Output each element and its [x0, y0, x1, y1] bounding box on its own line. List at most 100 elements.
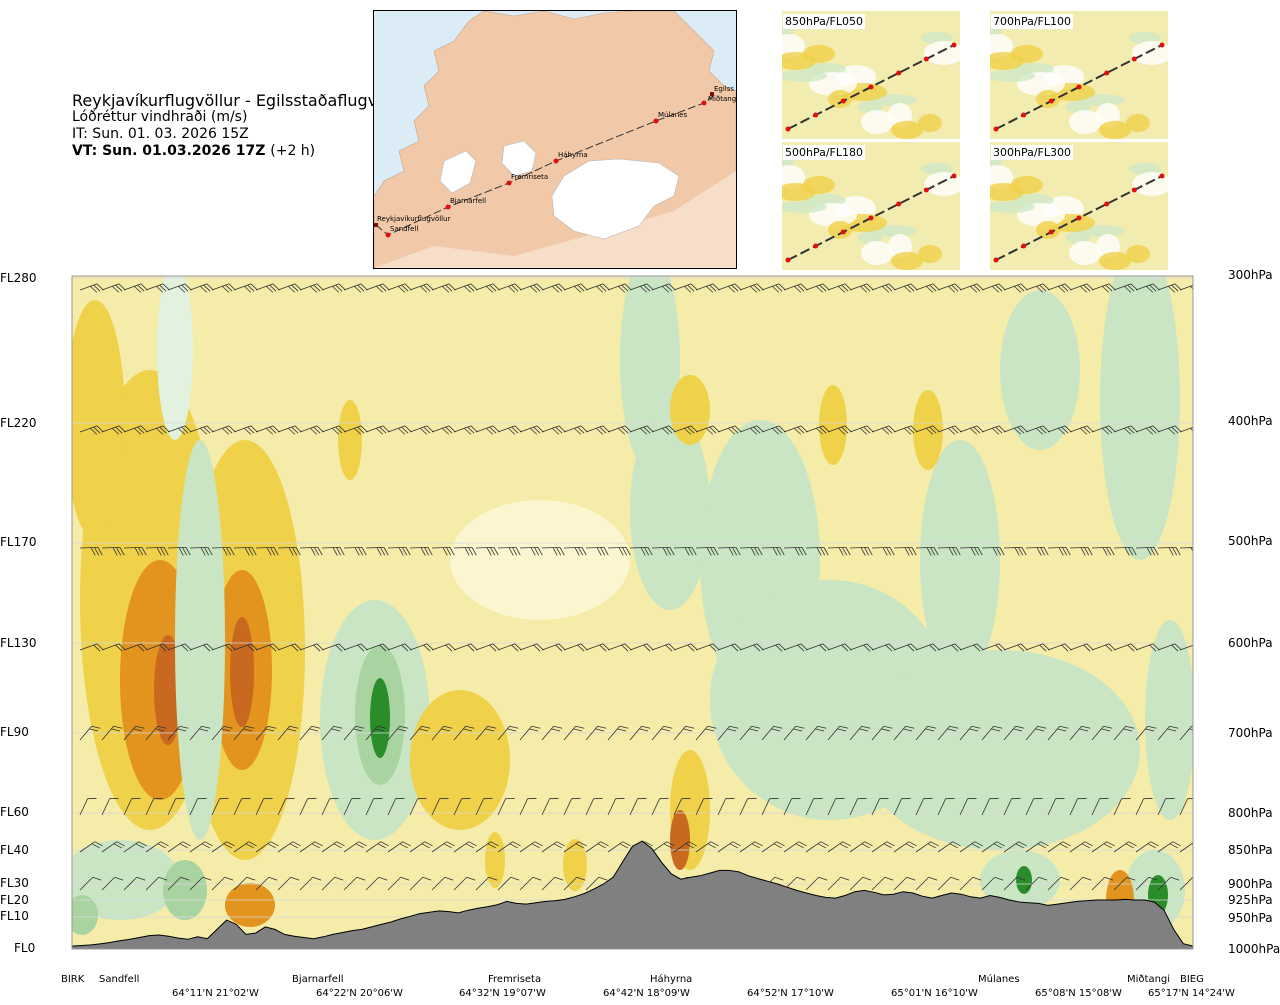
wind-barb-staff	[1025, 425, 1044, 433]
wind-barb-staff	[79, 546, 99, 549]
wind-barb-feather	[1015, 725, 1025, 729]
wind-barb-feather	[221, 728, 231, 732]
wind-barb	[1025, 283, 1050, 293]
wind-barb-feather	[844, 643, 852, 651]
wind-barb-feather	[797, 426, 805, 434]
wind-barb-feather	[226, 547, 232, 556]
wind-barb	[277, 876, 300, 891]
wind-barb	[1179, 876, 1193, 891]
wind-barb	[167, 841, 191, 853]
wind-barb-feather	[1016, 876, 1026, 881]
wind-barb-feather	[989, 798, 999, 800]
wind-barb	[651, 283, 676, 293]
wind-barb-feather	[1174, 425, 1182, 433]
wind-barb-staff	[1047, 841, 1063, 853]
wind-barb-feather	[967, 798, 977, 800]
wind-barb-staff	[519, 546, 539, 549]
wind-barb-feather	[866, 643, 874, 651]
wind-barb-feather	[904, 285, 912, 293]
wind-barb-staff	[453, 546, 473, 549]
wind-barb-feather	[398, 285, 406, 293]
wind-barb-staff	[1003, 643, 1022, 651]
wind-barb-staff	[827, 425, 846, 433]
wind-barb-feather	[599, 644, 607, 652]
wind-barb-feather	[511, 426, 519, 434]
wind-barb-feather	[712, 425, 720, 433]
wind-barb-staff	[827, 283, 846, 291]
wind-barb-staff	[321, 876, 336, 891]
wind-barb-staff	[1179, 841, 1193, 853]
wind-barb-staff	[475, 546, 495, 549]
wind-barb-feather	[996, 547, 1002, 556]
wind-barb-feather	[265, 728, 275, 732]
wind-barb	[475, 546, 499, 556]
wind-barb-feather	[581, 547, 587, 556]
wind-barb	[563, 876, 586, 891]
wind-barb	[321, 546, 345, 556]
wind-barb	[563, 425, 588, 435]
wind-barb	[497, 725, 519, 741]
wind-barb-feather	[798, 841, 807, 847]
wind-barb-staff	[805, 425, 824, 433]
wind-barb-feather	[92, 876, 102, 881]
wind-barb	[629, 643, 654, 652]
wind-barb-feather	[666, 841, 675, 847]
wind-barb-staff	[475, 841, 491, 853]
wind-barb-feather	[860, 427, 868, 435]
wind-barb-feather	[1147, 725, 1157, 729]
wind-barb-feather	[751, 725, 761, 729]
wind-barb-feather	[640, 547, 646, 556]
wind-barb	[893, 841, 917, 853]
wind-barb-staff	[453, 841, 469, 853]
mini-map-svg	[990, 156, 1168, 270]
wind-barb-staff	[321, 643, 340, 651]
wind-barb	[805, 876, 828, 891]
mini-map-contour	[858, 101, 882, 113]
wind-barb	[1135, 876, 1158, 891]
mini-map-svg	[990, 25, 1168, 139]
wind-barb-staff	[145, 425, 164, 433]
wind-barb	[651, 425, 676, 435]
wind-barb-feather	[489, 284, 497, 292]
wind-barb-feather	[424, 841, 433, 847]
wind-barb-staff	[79, 425, 98, 433]
issue-time: IT: Sun. 01. 03. 2026 15Z	[72, 126, 249, 142]
wind-barb-feather	[332, 427, 340, 435]
wind-barb-staff	[827, 841, 843, 853]
wind-barb	[1179, 798, 1193, 816]
wind-barb-feather	[728, 427, 736, 435]
wind-barb-staff	[321, 283, 340, 291]
wind-barb-staff	[343, 876, 358, 891]
wind-barb-feather	[313, 284, 321, 292]
chart-title: Reykjavíkurflugvöllur - Egilsstaðaflugvö…	[72, 91, 413, 110]
wind-barb	[453, 546, 477, 556]
wind-barb-feather	[866, 283, 874, 291]
wind-barb-staff	[79, 643, 98, 651]
wind-barb	[343, 425, 368, 435]
wind-barb-feather	[225, 426, 233, 434]
wind-barb	[321, 643, 346, 652]
wind-barb-feather	[727, 728, 737, 732]
wind-barb-feather	[445, 426, 453, 434]
wind-barb-staff	[827, 876, 842, 891]
wind-barb-staff	[453, 725, 466, 741]
lead-time: (+2 h)	[270, 143, 316, 159]
wind-barb-feather	[1080, 285, 1088, 293]
wind-barb-feather	[289, 843, 298, 849]
wind-barb-feather	[728, 285, 736, 293]
wind-barb	[1003, 798, 1021, 816]
wind-barb-feather	[317, 547, 323, 556]
wind-barb	[981, 841, 1005, 853]
wind-barb-feather	[219, 798, 229, 800]
wind-barb-feather	[222, 285, 230, 293]
wind-barb-feather	[970, 547, 976, 556]
wind-barb-feather	[1190, 285, 1193, 293]
wind-barb-staff	[365, 546, 385, 549]
wind-barb-feather	[602, 425, 610, 433]
wind-barb-staff	[343, 841, 359, 853]
wind-barb-staff	[409, 841, 425, 853]
wind-barb-feather	[1043, 547, 1049, 556]
wind-barb-feather	[358, 841, 367, 847]
wind-barb-feather	[439, 798, 449, 800]
fl-tick-label: FL0	[14, 941, 36, 955]
